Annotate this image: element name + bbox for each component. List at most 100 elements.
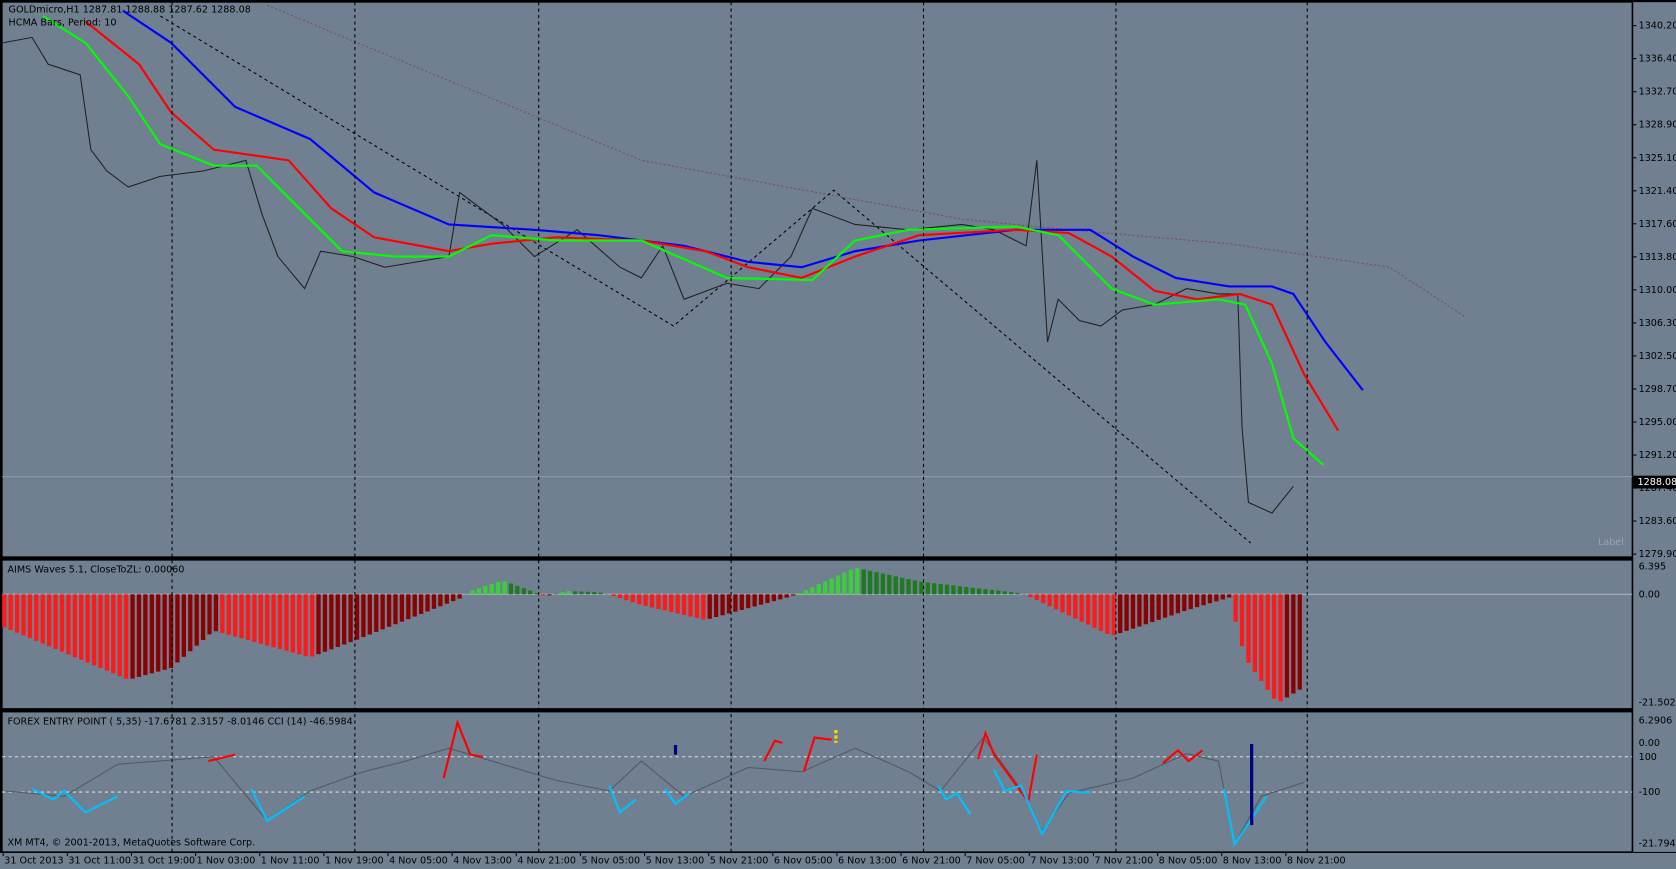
wave-bar [944, 584, 950, 595]
wave-bar [1105, 594, 1110, 634]
wave-bar [168, 594, 174, 669]
wave-bar [1130, 594, 1136, 629]
wave-bar [425, 594, 430, 612]
wave-bar [303, 594, 308, 657]
wave-bar [374, 594, 379, 632]
wave-bar [1297, 594, 1302, 690]
wave-bar [848, 569, 853, 595]
wave-bar [1246, 594, 1251, 663]
wave-bar [957, 586, 962, 595]
wave-bar [451, 594, 456, 602]
wave-bar [1041, 594, 1046, 604]
wave-bar [675, 594, 680, 614]
time-tick-label: 4 Nov 21:00 [517, 855, 576, 866]
wave-bar [566, 591, 571, 595]
wave-bar [489, 583, 494, 595]
wave-bar [53, 594, 58, 650]
entry-tick-label: -100 [1639, 787, 1661, 798]
wave-bar [1169, 594, 1174, 616]
cci-red [976, 729, 1038, 805]
wave-bar [1053, 594, 1059, 610]
wave-bar [842, 572, 847, 595]
wave-bar [136, 594, 142, 677]
time-tick-label: 8 Nov 05:00 [1159, 855, 1218, 866]
wave-bar [976, 588, 982, 595]
wave-bar [21, 594, 26, 636]
time-tick-label: 7 Nov 21:00 [1095, 855, 1154, 866]
copyright: XM MT4, © 2001-2013, MetaQuotes Software… [7, 837, 255, 848]
wave-bar [188, 594, 193, 652]
wave-bar [1271, 594, 1277, 699]
wave-bar [245, 594, 251, 641]
price-tick-label: 1287.40 [1639, 483, 1676, 494]
wave-bar [143, 594, 148, 676]
wave-bar [265, 594, 270, 646]
wave-bar [707, 594, 712, 619]
wave-bar [649, 594, 655, 608]
price-tick-label: 1295.00 [1639, 417, 1676, 428]
wave-bar [797, 593, 802, 595]
main-panel [1, 1, 1633, 558]
wave-bar [1207, 594, 1213, 604]
wave-bar [162, 594, 167, 670]
ma-blue [122, 9, 1364, 391]
wave-bar [495, 581, 501, 595]
wave-bar [784, 594, 789, 598]
time-tick-label: 4 Nov 05:00 [389, 855, 448, 866]
price-tick-label: 1340.20 [1639, 21, 1676, 32]
wave-bar [213, 594, 219, 632]
cci-cyan [31, 787, 119, 814]
time-tick-label: 5 Nov 05:00 [581, 855, 640, 866]
wave-bar [579, 591, 584, 595]
waves-histogram [2, 568, 1302, 702]
wave-bar [887, 574, 892, 595]
wave-bar [662, 594, 667, 611]
wave-bar [688, 594, 693, 617]
wave-bar [1188, 594, 1193, 610]
wave-bar [720, 594, 725, 616]
wave-bar [515, 585, 520, 595]
wave-bar [932, 583, 937, 595]
wave-bar [309, 594, 315, 657]
wave-bar [297, 594, 302, 655]
ma-green [42, 15, 1324, 466]
wave-bar [681, 594, 687, 615]
wave-bar [528, 590, 533, 595]
wave-bar [470, 590, 475, 595]
time-tick-label: 6 Nov 05:00 [774, 855, 833, 866]
cci-cyan [937, 785, 972, 816]
time-tick-label: 1 Nov 11:00 [261, 855, 320, 866]
wave-bar [406, 594, 411, 620]
wave-bar [2, 594, 7, 628]
wave-bar [284, 594, 289, 651]
wave-bar [200, 594, 206, 640]
wave-bar [34, 594, 39, 641]
wave-bar [726, 594, 732, 614]
wave-bar [1060, 594, 1065, 613]
wave-bar [220, 594, 225, 634]
wave-bar [380, 594, 385, 630]
wave-bar [1143, 594, 1148, 625]
price-tick-label: 1306.30 [1639, 318, 1676, 329]
price-tick-label: 1325.10 [1639, 153, 1676, 164]
wave-bar [893, 576, 898, 595]
wave-bar [1220, 594, 1225, 600]
wave-bar [1137, 594, 1142, 627]
wave-bar [59, 594, 65, 652]
wave-bar [354, 594, 360, 640]
wave-bar [239, 594, 244, 639]
wave-bar [66, 594, 71, 655]
wave-bar [1111, 594, 1116, 636]
wave-bar [1284, 594, 1290, 698]
wave-bar [1028, 594, 1033, 598]
wave-bar [91, 594, 97, 666]
wave-bar [117, 594, 122, 677]
wave-bar [1201, 594, 1206, 606]
wave-bar [1092, 594, 1097, 628]
cci-cyan [993, 769, 1091, 837]
wave-bar [412, 594, 417, 617]
wave-bar [156, 594, 161, 672]
wave-bar [611, 594, 616, 597]
wave-bar [778, 594, 783, 600]
